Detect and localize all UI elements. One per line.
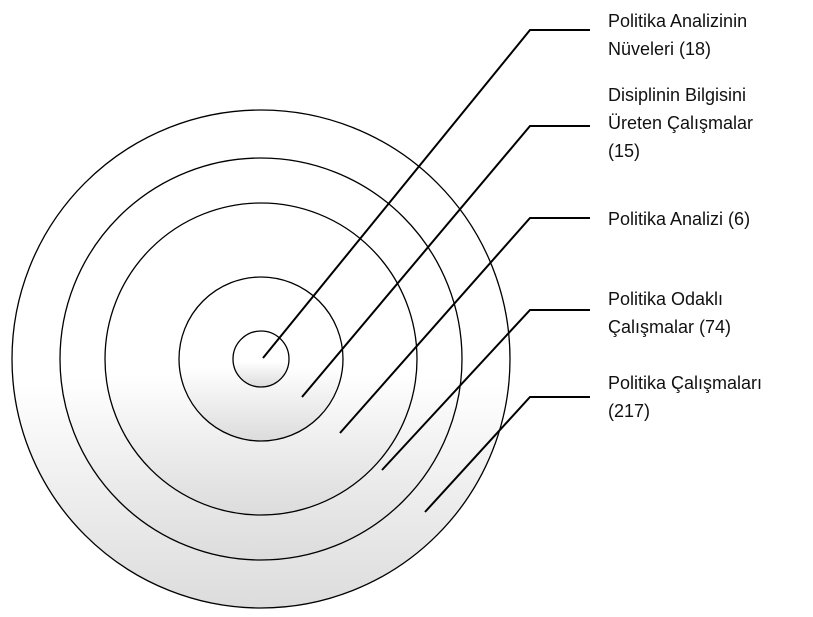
ring-label: Nüveleri (18) (608, 39, 711, 59)
leader-line (301, 125, 590, 398)
ring-label: Politika Analizi (6) (608, 209, 750, 229)
leader-line (339, 217, 590, 434)
ring-label: Disiplinin Bilgisini (608, 85, 746, 105)
leader-line (262, 29, 590, 359)
ring (232, 330, 290, 388)
ring-label: Politika Çalışmaları (608, 373, 762, 393)
ring-label: (217) (608, 401, 650, 421)
ring-label: (15) (608, 141, 640, 161)
ring-label: Politika Analizinin (608, 11, 747, 31)
ring-label: Üreten Çalışmalar (608, 113, 753, 133)
leader-line (424, 396, 590, 513)
ring-label: Çalışmalar (74) (608, 317, 731, 337)
ring-label: Politika Odaklı (608, 289, 723, 309)
leader-line (381, 309, 590, 471)
